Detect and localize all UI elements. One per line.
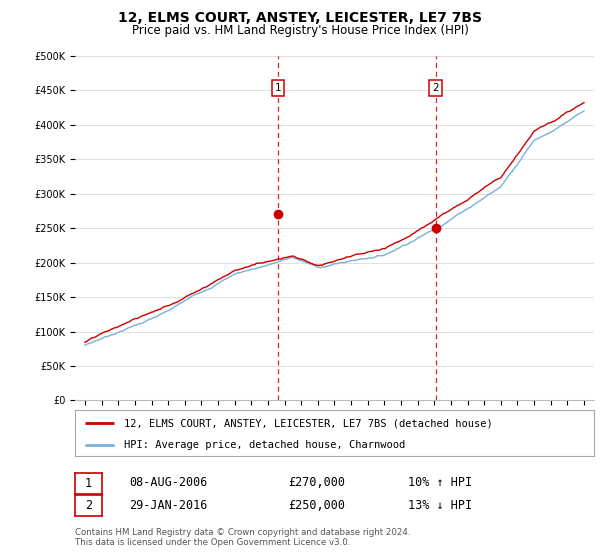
Text: 2: 2: [85, 499, 92, 512]
Text: 12, ELMS COURT, ANSTEY, LEICESTER, LE7 7BS (detached house): 12, ELMS COURT, ANSTEY, LEICESTER, LE7 7…: [124, 418, 493, 428]
Text: HPI: Average price, detached house, Charnwood: HPI: Average price, detached house, Char…: [124, 440, 406, 450]
Text: 2: 2: [433, 83, 439, 94]
Text: 12, ELMS COURT, ANSTEY, LEICESTER, LE7 7BS: 12, ELMS COURT, ANSTEY, LEICESTER, LE7 7…: [118, 11, 482, 25]
Text: £250,000: £250,000: [288, 498, 345, 512]
Text: 13% ↓ HPI: 13% ↓ HPI: [408, 498, 472, 512]
Text: Contains HM Land Registry data © Crown copyright and database right 2024.
This d: Contains HM Land Registry data © Crown c…: [75, 528, 410, 547]
Text: £270,000: £270,000: [288, 476, 345, 489]
Text: 1: 1: [275, 83, 281, 94]
Text: 29-JAN-2016: 29-JAN-2016: [129, 498, 208, 512]
Text: Price paid vs. HM Land Registry's House Price Index (HPI): Price paid vs. HM Land Registry's House …: [131, 24, 469, 36]
Text: 08-AUG-2006: 08-AUG-2006: [129, 476, 208, 489]
Text: 10% ↑ HPI: 10% ↑ HPI: [408, 476, 472, 489]
Text: 1: 1: [85, 477, 92, 490]
